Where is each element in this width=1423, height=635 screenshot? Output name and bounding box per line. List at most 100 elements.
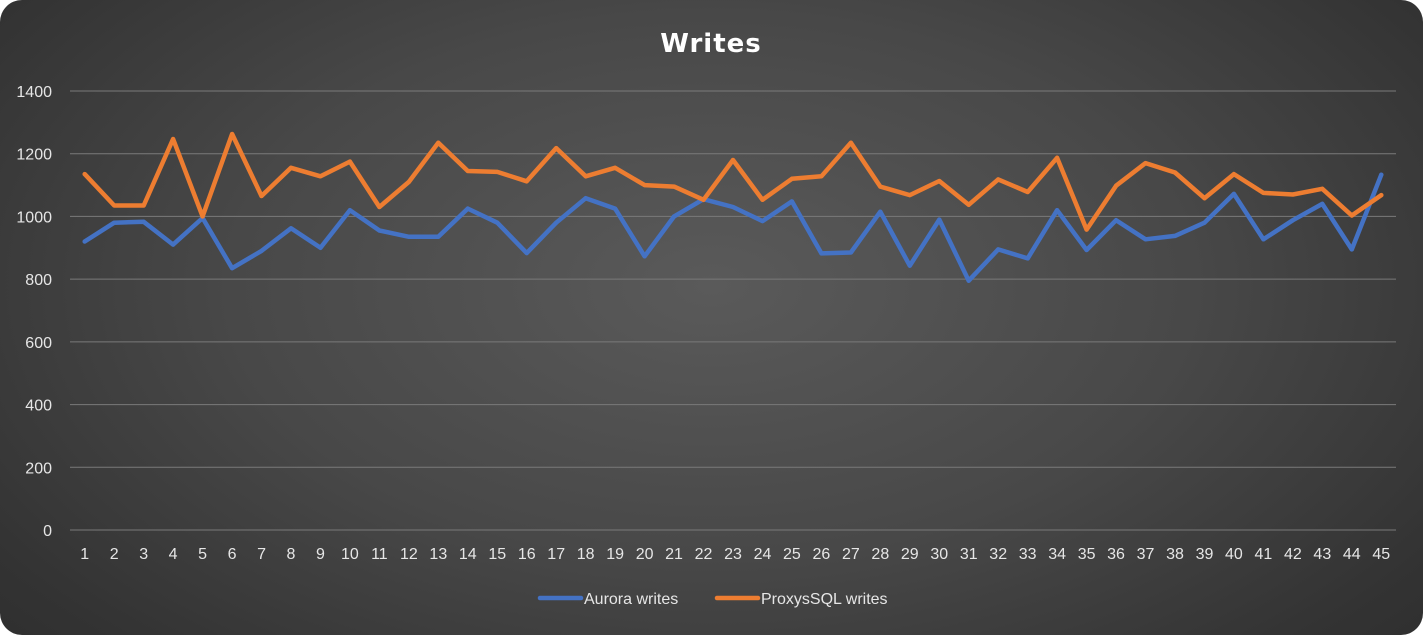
y-tick-label: 200 [25, 460, 52, 477]
data-point [377, 228, 382, 233]
data-point [878, 209, 883, 214]
data-point [996, 177, 1001, 182]
y-axis-ticks: 0 200 400 600 800 1000 1200 1400 [16, 84, 52, 540]
x-tick-label: 1 [80, 546, 89, 563]
x-tick-label: 13 [429, 546, 447, 563]
data-point [495, 169, 500, 174]
data-point [701, 197, 706, 202]
x-tick-label: 7 [257, 546, 266, 563]
data-point [1114, 183, 1119, 188]
y-tick-label: 1400 [16, 84, 52, 101]
data-point [1349, 213, 1354, 218]
data-point [996, 247, 1001, 252]
x-tick-label: 24 [754, 546, 772, 563]
legend-label: ProxysSQL writes [761, 591, 888, 608]
data-point [1202, 220, 1207, 225]
data-point [1261, 237, 1266, 242]
data-point [1143, 161, 1148, 166]
series-lines [82, 131, 1384, 283]
x-tick-label: 19 [606, 546, 624, 563]
data-point [966, 202, 971, 207]
data-point [171, 242, 176, 247]
x-tick-label: 41 [1255, 546, 1273, 563]
data-point [731, 157, 735, 162]
data-point [1349, 247, 1354, 252]
data-point [230, 131, 235, 136]
data-point [789, 199, 794, 204]
y-tick-label: 800 [25, 272, 52, 289]
x-tick-label: 6 [228, 546, 237, 563]
y-tick-label: 400 [25, 398, 52, 415]
data-point [230, 266, 235, 271]
x-tick-label: 25 [783, 546, 801, 563]
data-point [966, 278, 971, 283]
data-point [1055, 155, 1060, 160]
data-point [1320, 186, 1325, 191]
data-point [1290, 218, 1295, 223]
x-tick-label: 42 [1284, 546, 1302, 563]
x-tick-label: 5 [198, 546, 207, 563]
legend-label: Aurora writes [584, 591, 678, 608]
data-point [937, 178, 942, 183]
data-point [642, 183, 647, 188]
data-point [1231, 191, 1236, 196]
data-point [760, 219, 765, 224]
x-tick-label: 28 [871, 546, 889, 563]
data-point [436, 234, 441, 239]
data-point [141, 203, 146, 208]
data-point [406, 234, 411, 239]
data-point [1114, 218, 1119, 223]
x-tick-label: 33 [1019, 546, 1037, 563]
data-point [200, 214, 205, 219]
x-tick-label: 9 [316, 546, 325, 563]
x-tick-label: 39 [1196, 546, 1214, 563]
data-point [1084, 227, 1089, 232]
data-point [789, 176, 794, 181]
data-point [259, 248, 264, 253]
data-point [642, 254, 647, 259]
series-line-1 [82, 172, 1384, 283]
x-tick-label: 11 [371, 546, 388, 563]
data-point [1084, 247, 1089, 252]
legend: Aurora writes ProxysSQL writes [537, 591, 888, 608]
x-tick-label: 26 [813, 546, 831, 563]
x-tick-label: 32 [989, 546, 1007, 563]
data-point [347, 159, 352, 164]
x-tick-label: 17 [547, 546, 565, 563]
data-point [554, 220, 559, 225]
data-point [112, 220, 117, 225]
x-tick-label: 27 [842, 546, 860, 563]
gridlines [70, 90, 1396, 531]
x-tick-label: 35 [1078, 546, 1096, 563]
data-point [436, 140, 441, 145]
data-point [672, 184, 677, 189]
data-point [731, 205, 735, 210]
x-tick-label: 10 [341, 546, 359, 563]
y-tick-label: 0 [43, 523, 52, 540]
data-point [318, 245, 323, 250]
data-point [1143, 237, 1148, 242]
data-point [907, 193, 912, 198]
data-point [937, 217, 942, 222]
x-tick-label: 21 [665, 546, 683, 563]
data-point [1025, 256, 1030, 261]
data-point [171, 136, 176, 141]
chart-title: Writes [660, 29, 762, 59]
x-tick-label: 18 [577, 546, 595, 563]
x-tick-label: 30 [930, 546, 948, 563]
data-point [1379, 193, 1384, 198]
data-point [1320, 201, 1325, 206]
data-point [878, 184, 883, 189]
data-point [377, 205, 382, 210]
x-tick-label: 2 [110, 546, 119, 563]
data-point [318, 174, 323, 179]
data-point [347, 208, 352, 213]
data-point [289, 165, 293, 170]
data-point [1379, 172, 1384, 177]
y-tick-label: 1200 [16, 147, 52, 164]
x-tick-label: 4 [169, 546, 178, 563]
data-point [907, 263, 912, 268]
data-point [819, 251, 824, 256]
data-point [524, 251, 529, 256]
